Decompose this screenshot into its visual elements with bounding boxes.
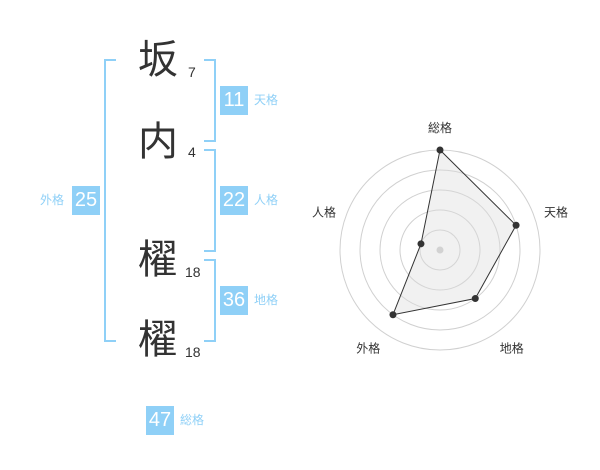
- radar-axis-label: 人格: [312, 204, 336, 219]
- name-char-4: 櫂: [138, 317, 178, 363]
- radar-ring: [379, 189, 501, 311]
- radar-axis-label: 外格: [356, 341, 380, 356]
- stroke-count-2: 4: [188, 144, 196, 160]
- soukaku-value: 47: [146, 406, 174, 435]
- radar-point: [436, 146, 444, 154]
- radar-center: [436, 246, 444, 254]
- radar-point: [512, 221, 520, 229]
- jinkaku-bracket: [204, 149, 216, 252]
- soukaku-label: 総格: [180, 413, 205, 427]
- radar-ring: [419, 229, 461, 271]
- gaikaku-bracket: [104, 59, 116, 342]
- radar-point: [417, 240, 425, 248]
- chikaku-value: 36: [220, 286, 248, 315]
- gaikaku-label: 外格: [40, 193, 65, 207]
- tenkaku-label: 天格: [254, 93, 279, 107]
- gaikaku-value: 25: [72, 186, 100, 215]
- tenkaku-value: 11: [220, 86, 248, 115]
- stroke-count-3: 18: [185, 264, 201, 280]
- stroke-count-1: 7: [188, 64, 196, 80]
- name-char-1: 坂: [138, 37, 178, 83]
- tenkaku-bracket: [204, 59, 216, 142]
- radar-axis-label: 総格: [428, 120, 452, 135]
- radar-point: [389, 311, 397, 319]
- radar-axis-label: 天格: [544, 204, 568, 219]
- jinkaku-label: 人格: [254, 193, 279, 207]
- radar-ring: [399, 209, 481, 291]
- name-char-2: 内: [138, 119, 178, 165]
- radar-polygon: [392, 148, 517, 316]
- radar-point: [471, 295, 479, 303]
- chikaku-bracket: [204, 259, 216, 342]
- radar-ring: [359, 169, 521, 331]
- radar-axis-label: 地格: [500, 341, 524, 356]
- stroke-count-4: 18: [185, 344, 201, 360]
- jinkaku-value: 22: [220, 186, 248, 215]
- chikaku-label: 地格: [254, 293, 279, 307]
- name-char-3: 櫂: [138, 237, 178, 283]
